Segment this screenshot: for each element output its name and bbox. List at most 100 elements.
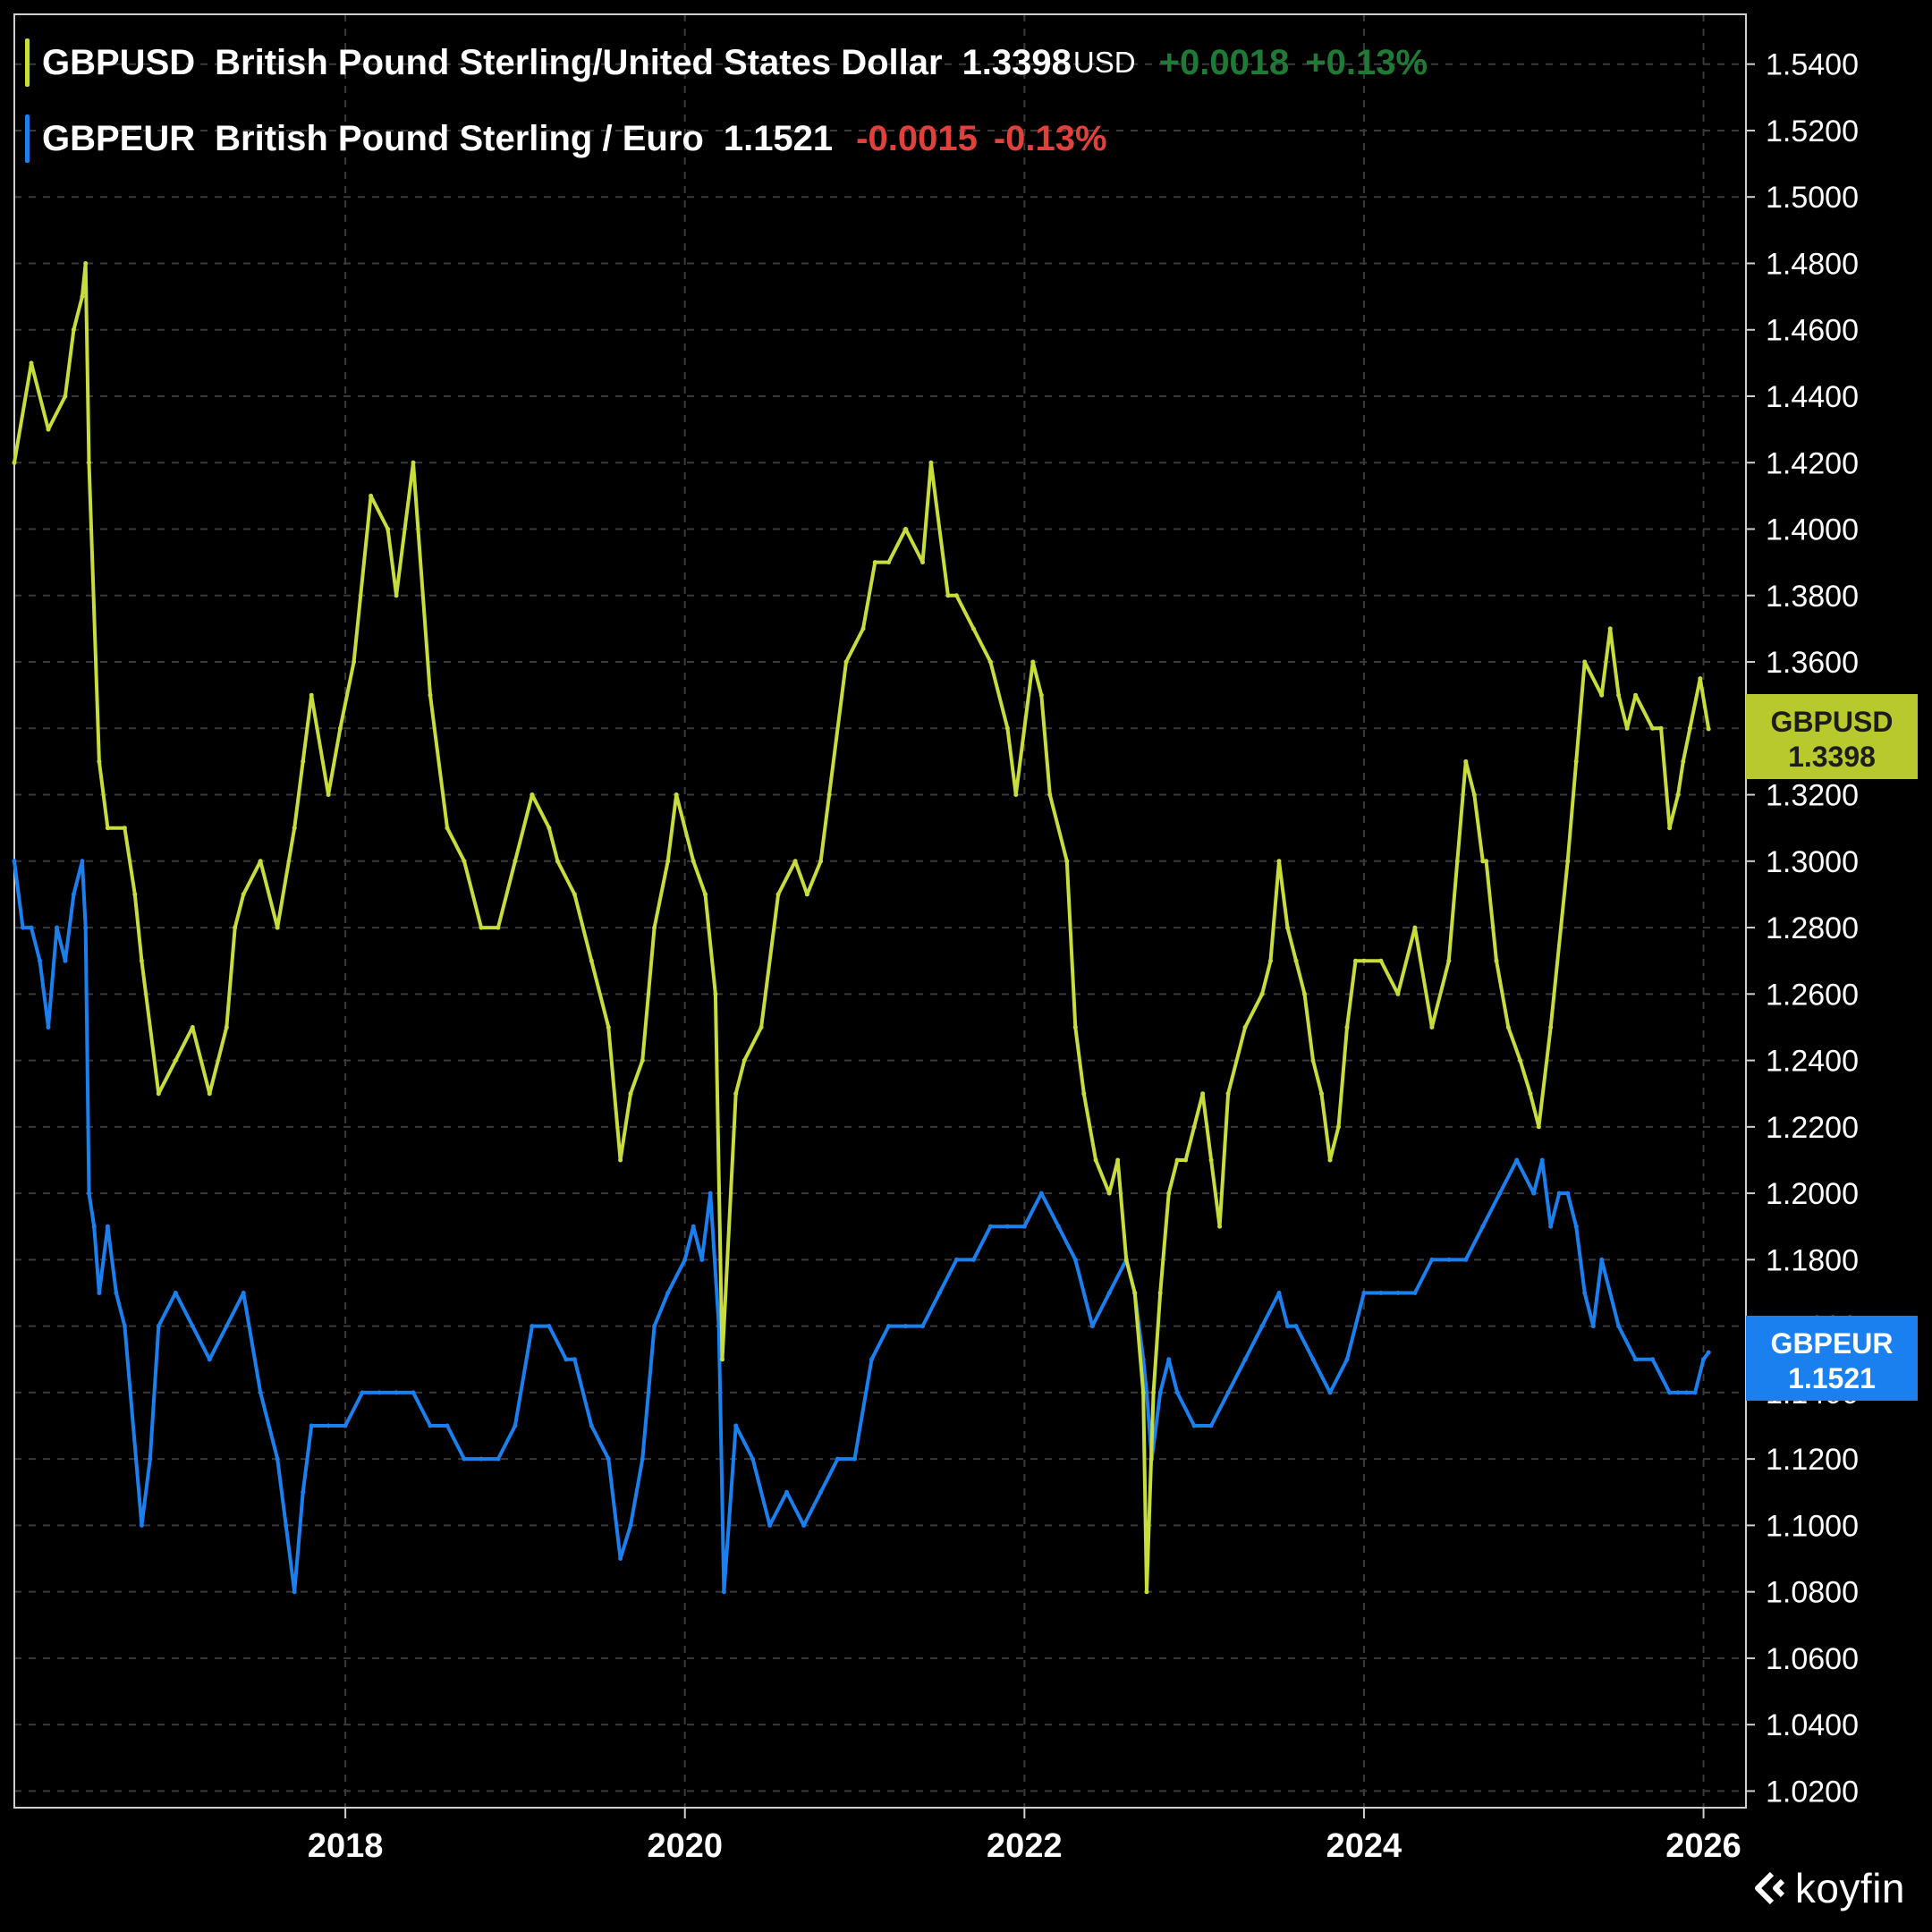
gbpusd-point <box>691 859 696 864</box>
gbpusd-point <box>1072 1025 1078 1030</box>
gbpeur-point <box>618 1556 623 1561</box>
gbpusd-point <box>572 892 577 897</box>
gbpusd-point <box>1319 1091 1324 1097</box>
gbpusd-point <box>1293 958 1299 963</box>
gbpusd-point <box>1004 725 1010 731</box>
gbpusd-point <box>1429 1025 1435 1030</box>
gbpusd-point <box>733 1091 739 1097</box>
gbpeur-point <box>1293 1324 1299 1329</box>
y-tick-label: 1.1200 <box>1766 1443 1859 1477</box>
gbpeur-point <box>1463 1257 1469 1262</box>
gbpusd-point <box>970 626 976 631</box>
gbpusd-point <box>1132 1291 1138 1295</box>
gbpusd-point <box>190 1025 195 1030</box>
gbpusd-point <box>1336 1124 1341 1130</box>
koyfin-chevron-icon <box>1754 1871 1784 1905</box>
y-tick-label: 1.4400 <box>1766 380 1859 414</box>
gbpeur-point <box>148 1456 153 1462</box>
gbpusd-point <box>411 460 416 465</box>
gbpeur-point <box>12 859 17 864</box>
gbpusd-point <box>258 859 263 864</box>
y-tick-label: 1.0800 <box>1766 1576 1859 1610</box>
y-tick-label: 1.4600 <box>1766 314 1859 348</box>
gbpusd-point <box>1616 692 1622 698</box>
gbpusd-point <box>1480 859 1486 864</box>
gbpeur-point <box>1038 1191 1044 1196</box>
legend-gbpusd[interactable]: GBPUSD British Pound Sterling/United Sta… <box>25 34 1428 91</box>
gbpeur-point <box>987 1224 993 1229</box>
gbpusd-point <box>1548 1025 1554 1030</box>
gbpusd-price-badge: GBPUSD 1.3398 <box>1746 694 1918 779</box>
gbpusd-point <box>1395 991 1401 996</box>
gbpusd-point <box>1353 958 1358 963</box>
gbpeur-point <box>801 1522 807 1528</box>
gbpusd-point <box>29 360 34 366</box>
gbpusd-point <box>1327 1157 1333 1163</box>
gbpusd-point <box>207 1091 212 1097</box>
gbpusd-point <box>1081 1091 1087 1097</box>
gbpeur-point <box>1590 1324 1596 1329</box>
gbpusd-point <box>1536 1124 1541 1130</box>
gbpeur-point <box>292 1589 297 1595</box>
gbpusd-point <box>1047 792 1053 797</box>
gbpeur-point <box>411 1390 416 1395</box>
gbpeur-point <box>87 1191 91 1196</box>
gbpeur-point <box>835 1456 840 1462</box>
gbpeur-point <box>80 859 85 864</box>
gbpeur-point <box>1480 1224 1486 1229</box>
gbpeur-point <box>1701 1357 1706 1362</box>
x-tick-label: 2018 <box>308 1827 384 1865</box>
gbpeur-point <box>1548 1224 1554 1229</box>
gbpeur-point <box>105 1224 110 1229</box>
gbpusd-point <box>1681 758 1686 764</box>
gbpusd-point <box>1217 1224 1223 1229</box>
gbpusd-point <box>818 859 824 864</box>
gbpeur-point <box>920 1324 925 1329</box>
gbpusd-point <box>173 1058 178 1063</box>
legend-gbpeur[interactable]: GBPEUR British Pound Sterling / Euro 1.1… <box>25 110 1107 167</box>
gbpusd-point <box>1658 725 1664 731</box>
gbpeur-price-badge: GBPEUR 1.1521 <box>1746 1316 1918 1401</box>
gbpeur-point <box>665 1291 671 1295</box>
gbpeur-point <box>733 1423 739 1428</box>
gbpusd-point <box>1123 1257 1129 1262</box>
gbpeur-point <box>1497 1191 1503 1196</box>
gbpeur-point <box>55 925 59 930</box>
gbpusd-point <box>1454 859 1460 864</box>
gbpusd-point <box>46 427 51 432</box>
gbpeur-point <box>258 1390 263 1395</box>
y-tick-label: 1.2000 <box>1766 1177 1859 1211</box>
x-tick-label: 2022 <box>987 1827 1063 1865</box>
gbpeur-point <box>91 1224 97 1229</box>
gbpeur-point <box>869 1357 874 1362</box>
gbpeur-point <box>572 1357 577 1362</box>
gbpeur-point <box>241 1291 246 1295</box>
gbpusd-point <box>1565 859 1571 864</box>
gbpusd-point <box>428 692 433 698</box>
gbpusd-point <box>1573 758 1579 764</box>
y-tick-label: 1.2200 <box>1766 1111 1859 1145</box>
koyfin-logo[interactable]: koyfin <box>1750 1864 1905 1912</box>
gbpusd-point <box>1302 991 1307 996</box>
gbpeur-point <box>394 1390 399 1395</box>
gbpeur-point <box>1089 1324 1095 1329</box>
series-line-gbpusd[interactable] <box>13 261 1711 1594</box>
gbpusd-point <box>1140 1390 1146 1395</box>
gbpeur-point <box>750 1456 756 1462</box>
gbpusd-point <box>233 925 238 930</box>
gbpeur-badge-value: 1.1521 <box>1788 1362 1876 1394</box>
koyfin-wordmark: koyfin <box>1794 1865 1905 1911</box>
gbpusd-point <box>445 826 450 831</box>
gbpusd-point <box>1174 1157 1180 1163</box>
gbpusd-symbol: GBPUSD <box>42 42 196 82</box>
gbpusd-point <box>826 792 832 797</box>
gbpusd-change: +0.0018 <box>1158 42 1290 82</box>
gbpusd-point <box>1183 1157 1189 1163</box>
gbpusd-point <box>547 826 552 831</box>
gbpeur-point <box>83 925 89 930</box>
gbpeur-point <box>936 1291 942 1295</box>
gbpusd-point <box>1675 792 1681 797</box>
gbpusd-point <box>1706 726 1711 732</box>
gbpusd-point <box>1030 659 1036 665</box>
